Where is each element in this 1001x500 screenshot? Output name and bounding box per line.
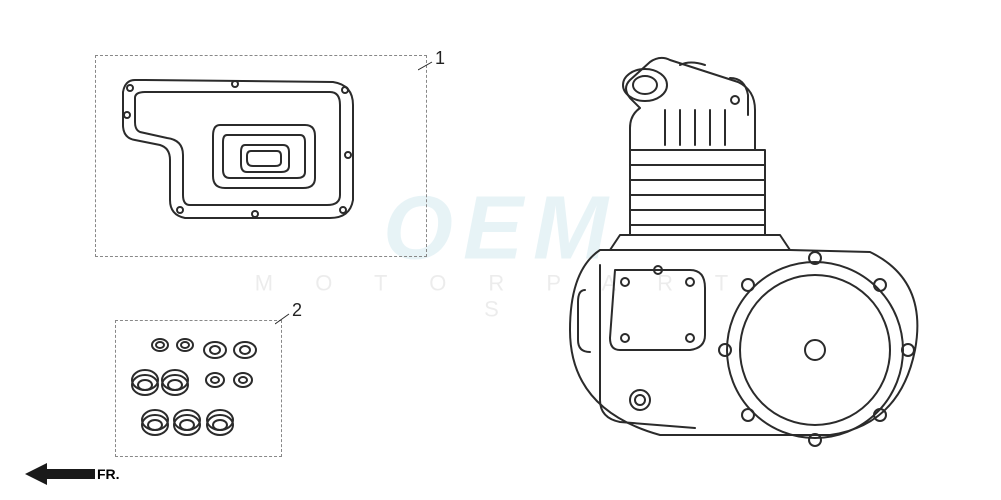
front-direction-label: FR. — [97, 466, 120, 482]
diagram-canvas: OEM M O T O R P A R T S 1 — [0, 0, 1001, 500]
arrow-icon — [25, 463, 95, 485]
callout-1: 1 — [435, 48, 445, 69]
front-direction-arrow: FR. — [25, 463, 120, 485]
gasket-large — [105, 70, 405, 240]
callout-2: 2 — [292, 300, 302, 321]
engine-assembly — [530, 40, 950, 460]
seal-kit — [125, 330, 275, 450]
